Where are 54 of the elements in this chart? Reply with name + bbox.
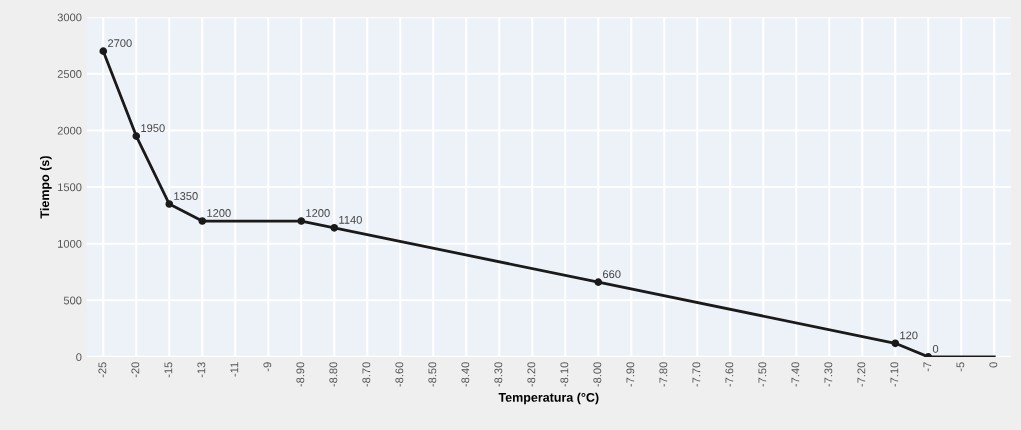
x-tick-label: -7.70 xyxy=(692,362,701,387)
x-tick-label: -7 xyxy=(923,362,932,372)
x-tick-label: -8.60 xyxy=(395,362,404,387)
y-tick-label: 1000 xyxy=(58,239,82,248)
y-tick-label: 2500 xyxy=(57,70,82,78)
x-tick-label: -20 xyxy=(131,362,140,378)
data-label: 0 xyxy=(932,344,939,353)
x-tick-label: -7.10 xyxy=(890,362,899,387)
x-tick-label: -8.30 xyxy=(494,362,503,387)
y-tick-label: 0 xyxy=(76,353,82,362)
x-axis-title: Temperatura (°C) xyxy=(498,392,599,405)
data-label: 2700 xyxy=(108,39,132,48)
point xyxy=(330,223,339,232)
data-label: 660 xyxy=(603,270,621,279)
x-tick-label: -8.20 xyxy=(527,362,536,387)
point xyxy=(165,200,174,208)
y-tick-label: 3000 xyxy=(57,13,82,22)
x-tick-label: -7.80 xyxy=(659,362,668,387)
point xyxy=(891,339,900,348)
y-axis-title: Tiempo (s) xyxy=(40,156,52,219)
data-label: 1200 xyxy=(306,209,330,217)
x-tick-label: -11 xyxy=(230,362,239,377)
x-tick-label: -8.70 xyxy=(362,362,371,387)
y-tick-label: 500 xyxy=(63,296,82,305)
x-tick-label: -8.50 xyxy=(428,362,437,387)
x-tick-label: -13 xyxy=(197,362,206,378)
point xyxy=(198,217,207,225)
x-tick-label: -8.10 xyxy=(560,362,569,387)
x-tick-label: -15 xyxy=(164,362,173,378)
x-tick-label: -7.50 xyxy=(758,362,767,387)
x-tick-label: -8.40 xyxy=(461,362,470,387)
data-label: 120 xyxy=(900,331,918,340)
y-tick-label: 2000 xyxy=(57,126,82,135)
x-tick-label: -8.80 xyxy=(329,362,338,387)
data-label: 1200 xyxy=(207,209,231,217)
data-label: 1140 xyxy=(339,215,362,224)
x-tick-label: 0 xyxy=(989,362,998,368)
x-tick-label: -8.90 xyxy=(296,362,305,387)
x-tick-label: -7.60 xyxy=(725,362,734,387)
x-tick-label: -7.90 xyxy=(626,362,635,387)
point xyxy=(132,132,141,140)
point xyxy=(297,217,306,225)
x-tick-label: -7.20 xyxy=(857,362,866,387)
data-label: 1950 xyxy=(141,124,165,133)
x-tick-label: -7.40 xyxy=(791,362,800,387)
point xyxy=(99,47,108,55)
x-tick-label: -8.00 xyxy=(593,362,602,387)
x-tick-label: -25 xyxy=(98,362,107,378)
x-tick-label: -5 xyxy=(956,362,965,372)
y-tick-label: 1500 xyxy=(58,183,82,192)
point xyxy=(594,278,603,286)
x-tick-label: -9 xyxy=(263,362,272,372)
x-tick-label: -7.30 xyxy=(824,362,833,387)
data-label: 1350 xyxy=(174,192,198,200)
